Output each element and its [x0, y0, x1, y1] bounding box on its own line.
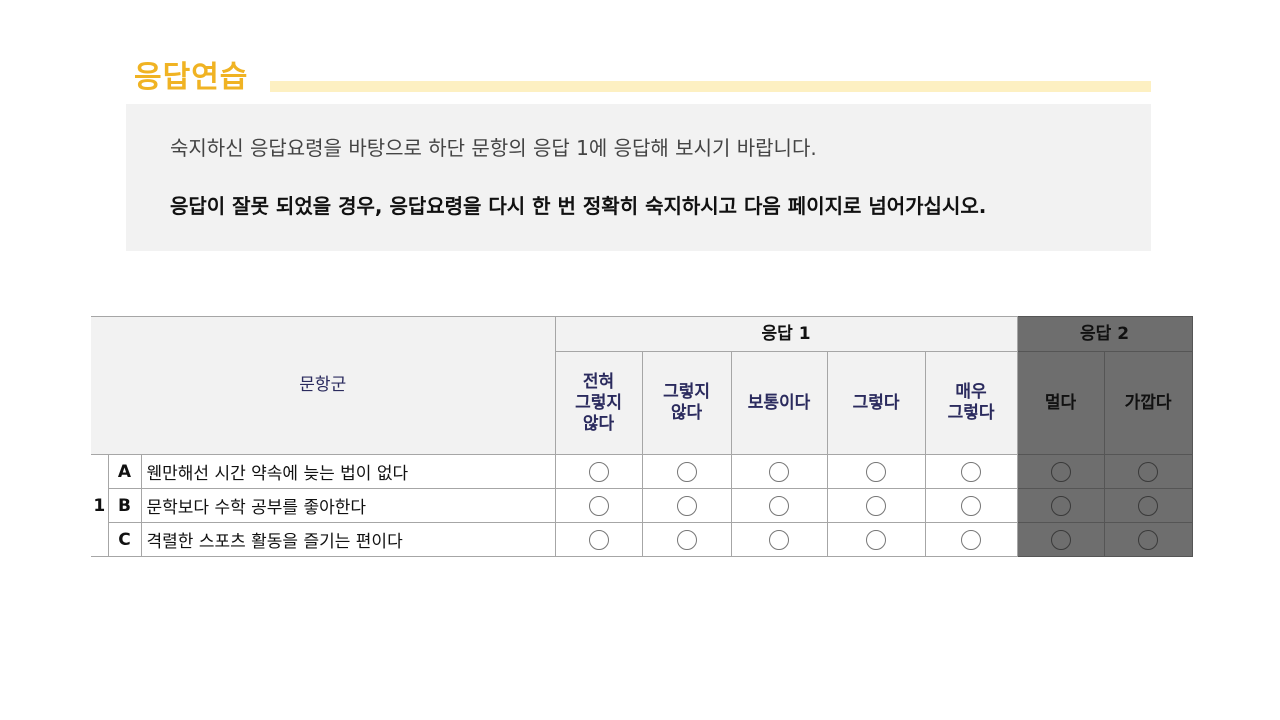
radio-button[interactable]: [961, 495, 982, 516]
table-row: C 격렬한 스포츠 활동을 즐기는 편이다: [91, 522, 1193, 557]
option-strongly-agree: 매우 그렇다: [924, 351, 1018, 455]
option-agree: 그렇다: [826, 351, 926, 455]
radio-button-disabled[interactable]: [1050, 495, 1071, 516]
radio-button[interactable]: [769, 529, 790, 550]
radio-button-disabled[interactable]: [1138, 461, 1159, 482]
radio-button-disabled[interactable]: [1050, 461, 1071, 482]
radio-button-disabled[interactable]: [1138, 529, 1159, 550]
radio-button[interactable]: [588, 461, 609, 482]
radio-button[interactable]: [961, 529, 982, 550]
radio-button[interactable]: [961, 461, 982, 482]
radio-button[interactable]: [676, 461, 697, 482]
radio-button-disabled[interactable]: [1138, 495, 1159, 516]
option-label: 매우 그렇다: [947, 382, 995, 423]
instruction-text: 숙지하신 응답요령을 바탕으로 하단 문항의 응답 1에 응답해 보시기 바랍니…: [170, 136, 817, 160]
instruction-box: 숙지하신 응답요령을 바탕으로 하단 문항의 응답 1에 응답해 보시기 바랍니…: [126, 104, 1151, 251]
option-label: 보통이다: [747, 392, 811, 413]
radio-button[interactable]: [866, 529, 887, 550]
item-letter: B: [107, 488, 142, 523]
item-text: 격렬한 스포츠 활동을 즐기는 편이다: [140, 522, 556, 557]
radio-button[interactable]: [588, 495, 609, 516]
item-letter: A: [107, 454, 142, 489]
radio-button[interactable]: [676, 529, 697, 550]
option-label: 그렇다: [852, 392, 900, 413]
option-neutral: 보통이다: [730, 351, 828, 455]
option-label: 전혀 그렇지 않다: [575, 371, 622, 434]
instruction-warning-text: 응답이 잘못 되었을 경우, 응답요령을 다시 한 번 정확히 숙지하시고 다음…: [170, 194, 987, 218]
page-title: 응답연습: [134, 60, 249, 95]
item-letter: C: [107, 522, 142, 557]
option-disagree: 그렇지 않다: [641, 351, 732, 455]
option-strongly-disagree: 전혀 그렇지 않다: [554, 351, 643, 455]
response2-header: 응답 2: [1016, 316, 1193, 352]
radio-button[interactable]: [676, 495, 697, 516]
title-underline-bar: [270, 81, 1151, 92]
table-row: 1 A 웬만해선 시간 약속에 늦는 법이 없다: [91, 454, 1193, 557]
item-text: 웬만해선 시간 약속에 늦는 법이 없다: [140, 454, 556, 489]
radio-button[interactable]: [866, 461, 887, 482]
radio-button[interactable]: [769, 495, 790, 516]
option-far: 멀다: [1016, 351, 1105, 455]
radio-button-disabled[interactable]: [1050, 529, 1071, 550]
radio-button[interactable]: [866, 495, 887, 516]
response-practice-table: 문항군 응답 1 응답 2 전혀 그렇지 않다 그렇지 않다 보통이다 그렇다 …: [91, 316, 1193, 557]
table-row: B 문학보다 수학 공부를 좋아한다: [91, 488, 1193, 523]
radio-button[interactable]: [588, 529, 609, 550]
item-group-header: 문항군: [91, 316, 556, 455]
item-text: 문학보다 수학 공부를 좋아한다: [140, 488, 556, 523]
response1-header: 응답 1: [554, 316, 1018, 352]
option-label: 그렇지 않다: [663, 382, 710, 423]
group-number: 1: [91, 454, 109, 557]
radio-button[interactable]: [769, 461, 790, 482]
option-close: 가깝다: [1103, 351, 1193, 455]
